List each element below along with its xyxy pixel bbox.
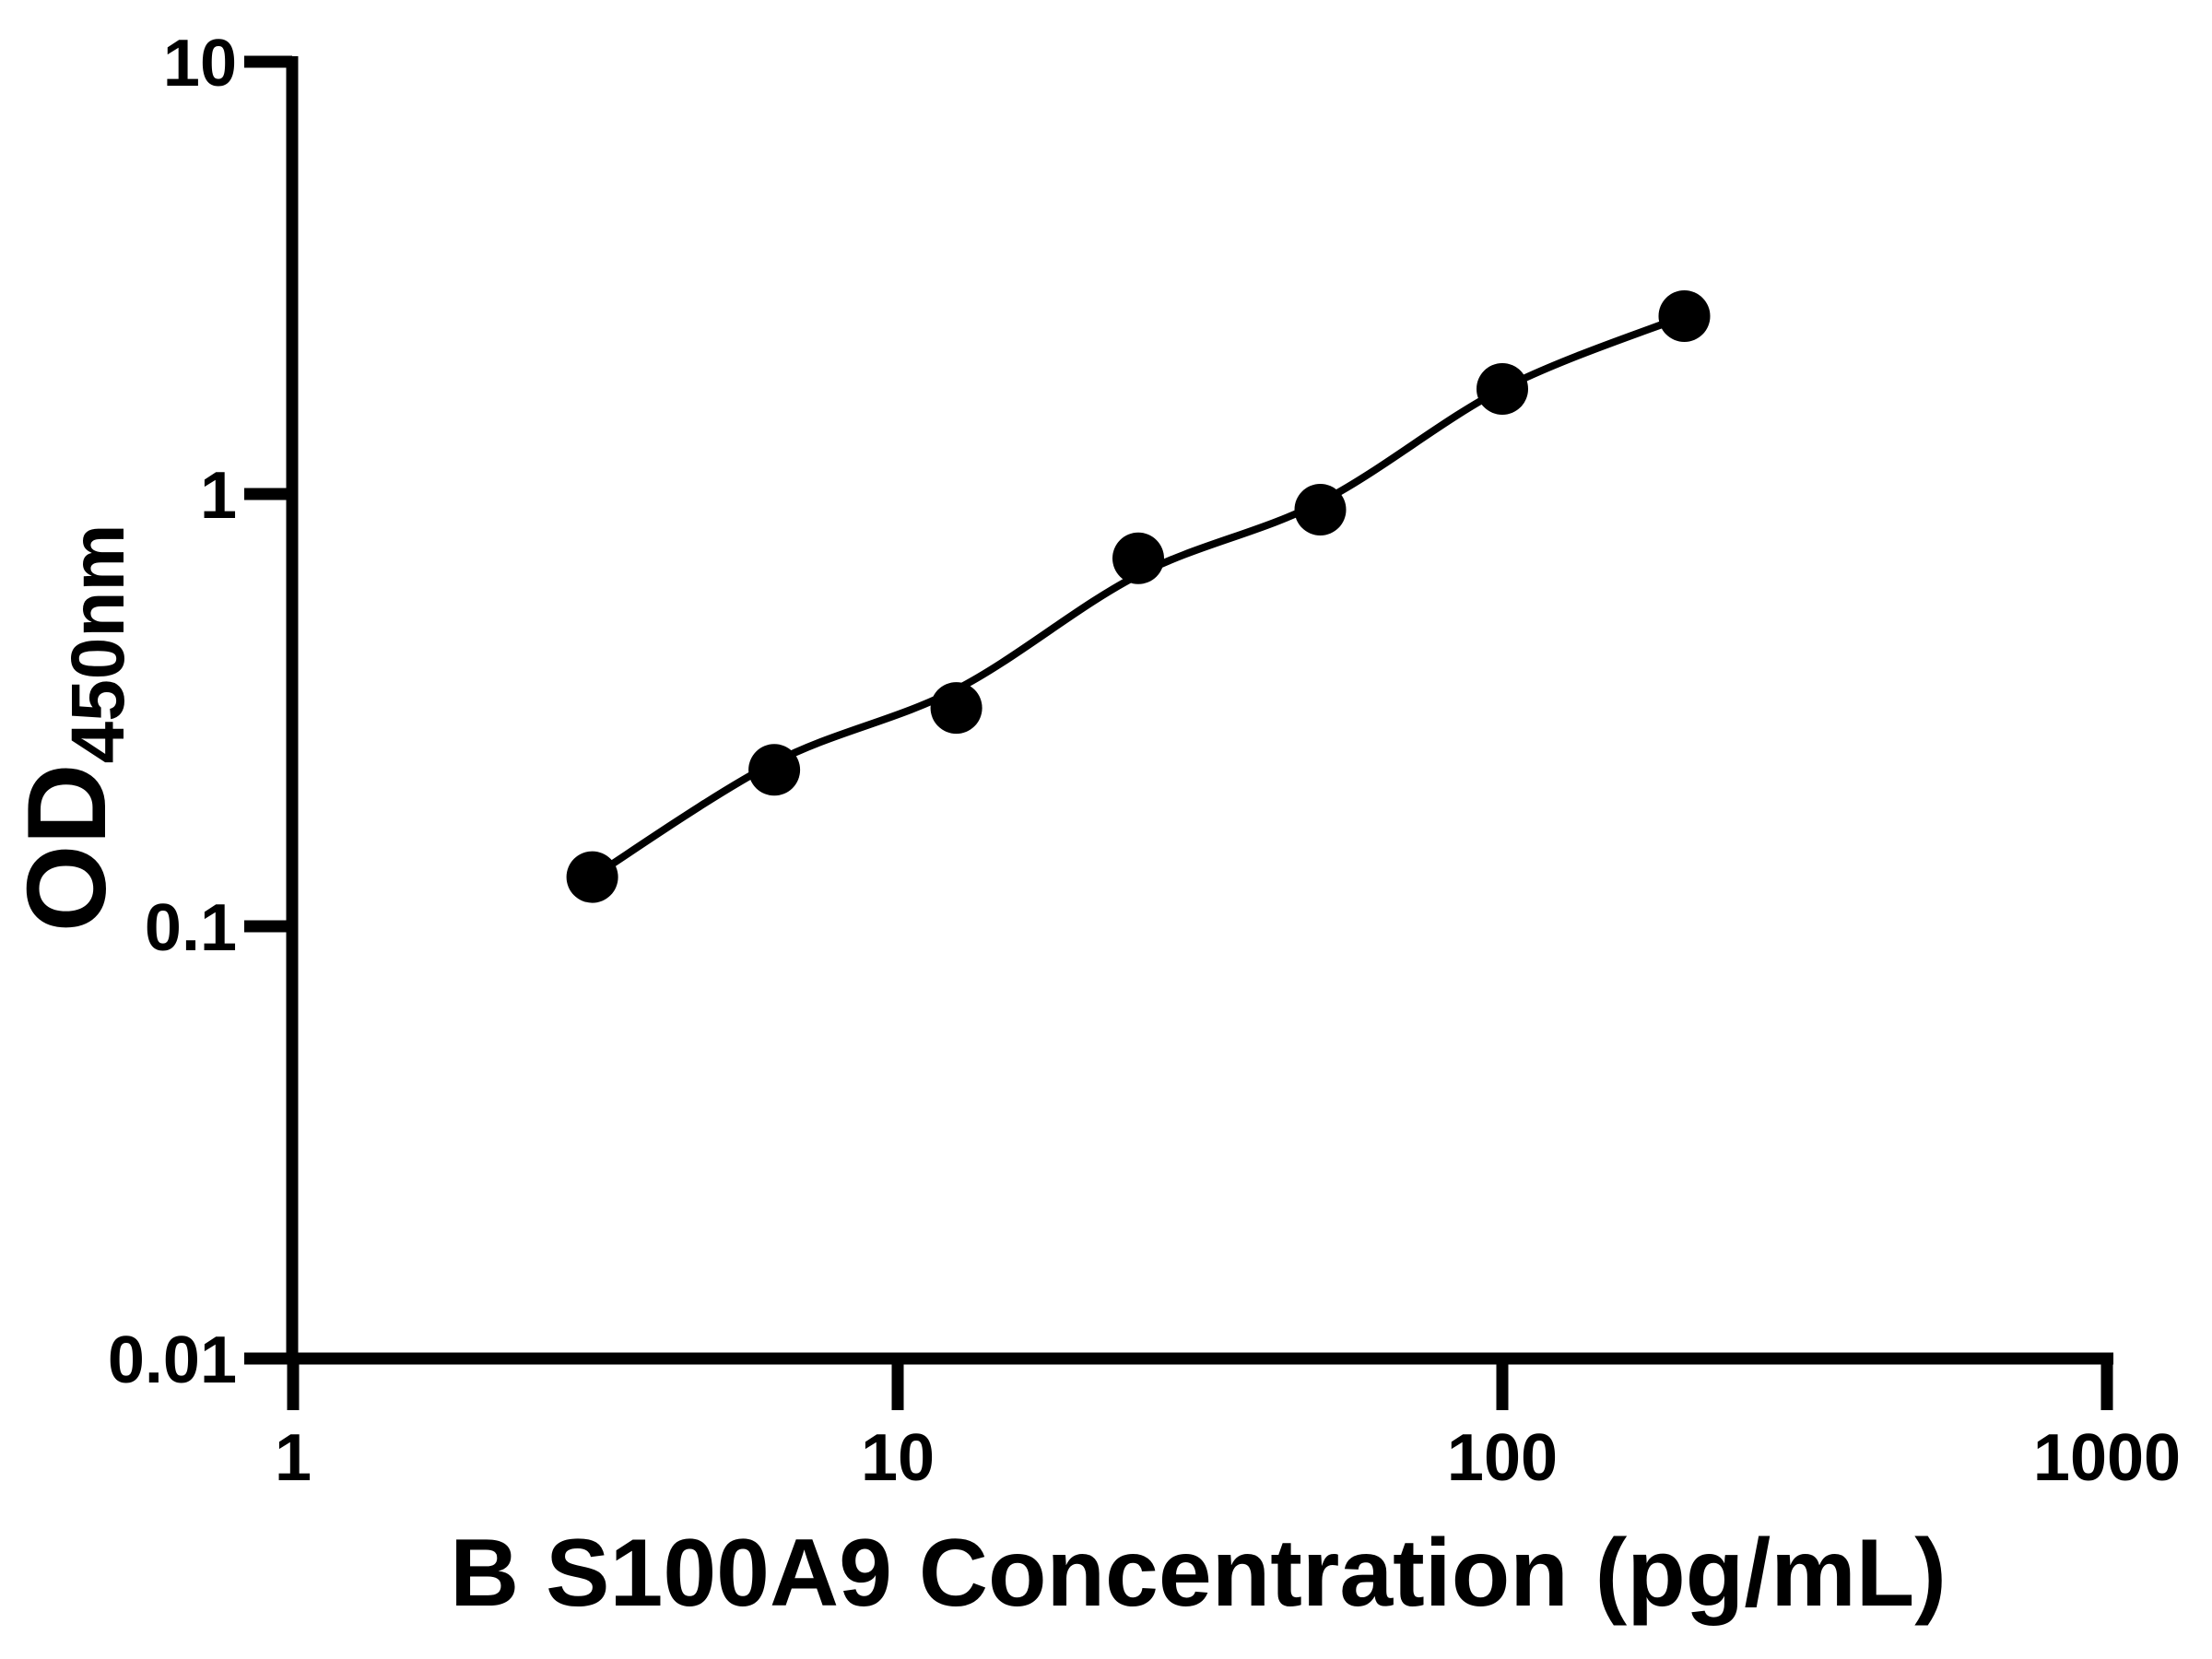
y-axis-title-subscript: 450nm xyxy=(56,524,140,764)
y-axis-title: OD450nm xyxy=(4,524,140,933)
data-point-marker xyxy=(1294,484,1347,535)
y-tick-label: 0.1 xyxy=(145,891,237,965)
y-axis-ticks: 0.01 0.1 1 10 xyxy=(108,27,292,1397)
data-point-marker xyxy=(748,744,801,796)
x-axis-ticks: 1 10 100 1000 xyxy=(275,1359,2181,1495)
data-point-marker xyxy=(1477,363,1528,415)
y-tick-label: 10 xyxy=(163,27,237,100)
y-tick-label: 1 xyxy=(200,459,237,533)
data-point-marker xyxy=(1112,532,1164,584)
y-tick-label: 0.01 xyxy=(108,1324,237,1397)
data-points xyxy=(566,290,1711,903)
x-tick-label: 1000 xyxy=(2033,1421,2181,1495)
axes xyxy=(286,56,2113,1365)
data-point-marker xyxy=(930,682,982,735)
data-point-marker xyxy=(566,851,618,903)
x-axis-title: B S100A9 Concentration (pg/mL) xyxy=(450,1520,1947,1627)
y-axis-title-main: OD xyxy=(4,763,129,932)
x-tick-label: 1 xyxy=(275,1421,312,1495)
x-tick-label: 100 xyxy=(1447,1421,1558,1495)
data-point-marker xyxy=(1658,290,1711,342)
x-tick-label: 10 xyxy=(861,1421,935,1495)
